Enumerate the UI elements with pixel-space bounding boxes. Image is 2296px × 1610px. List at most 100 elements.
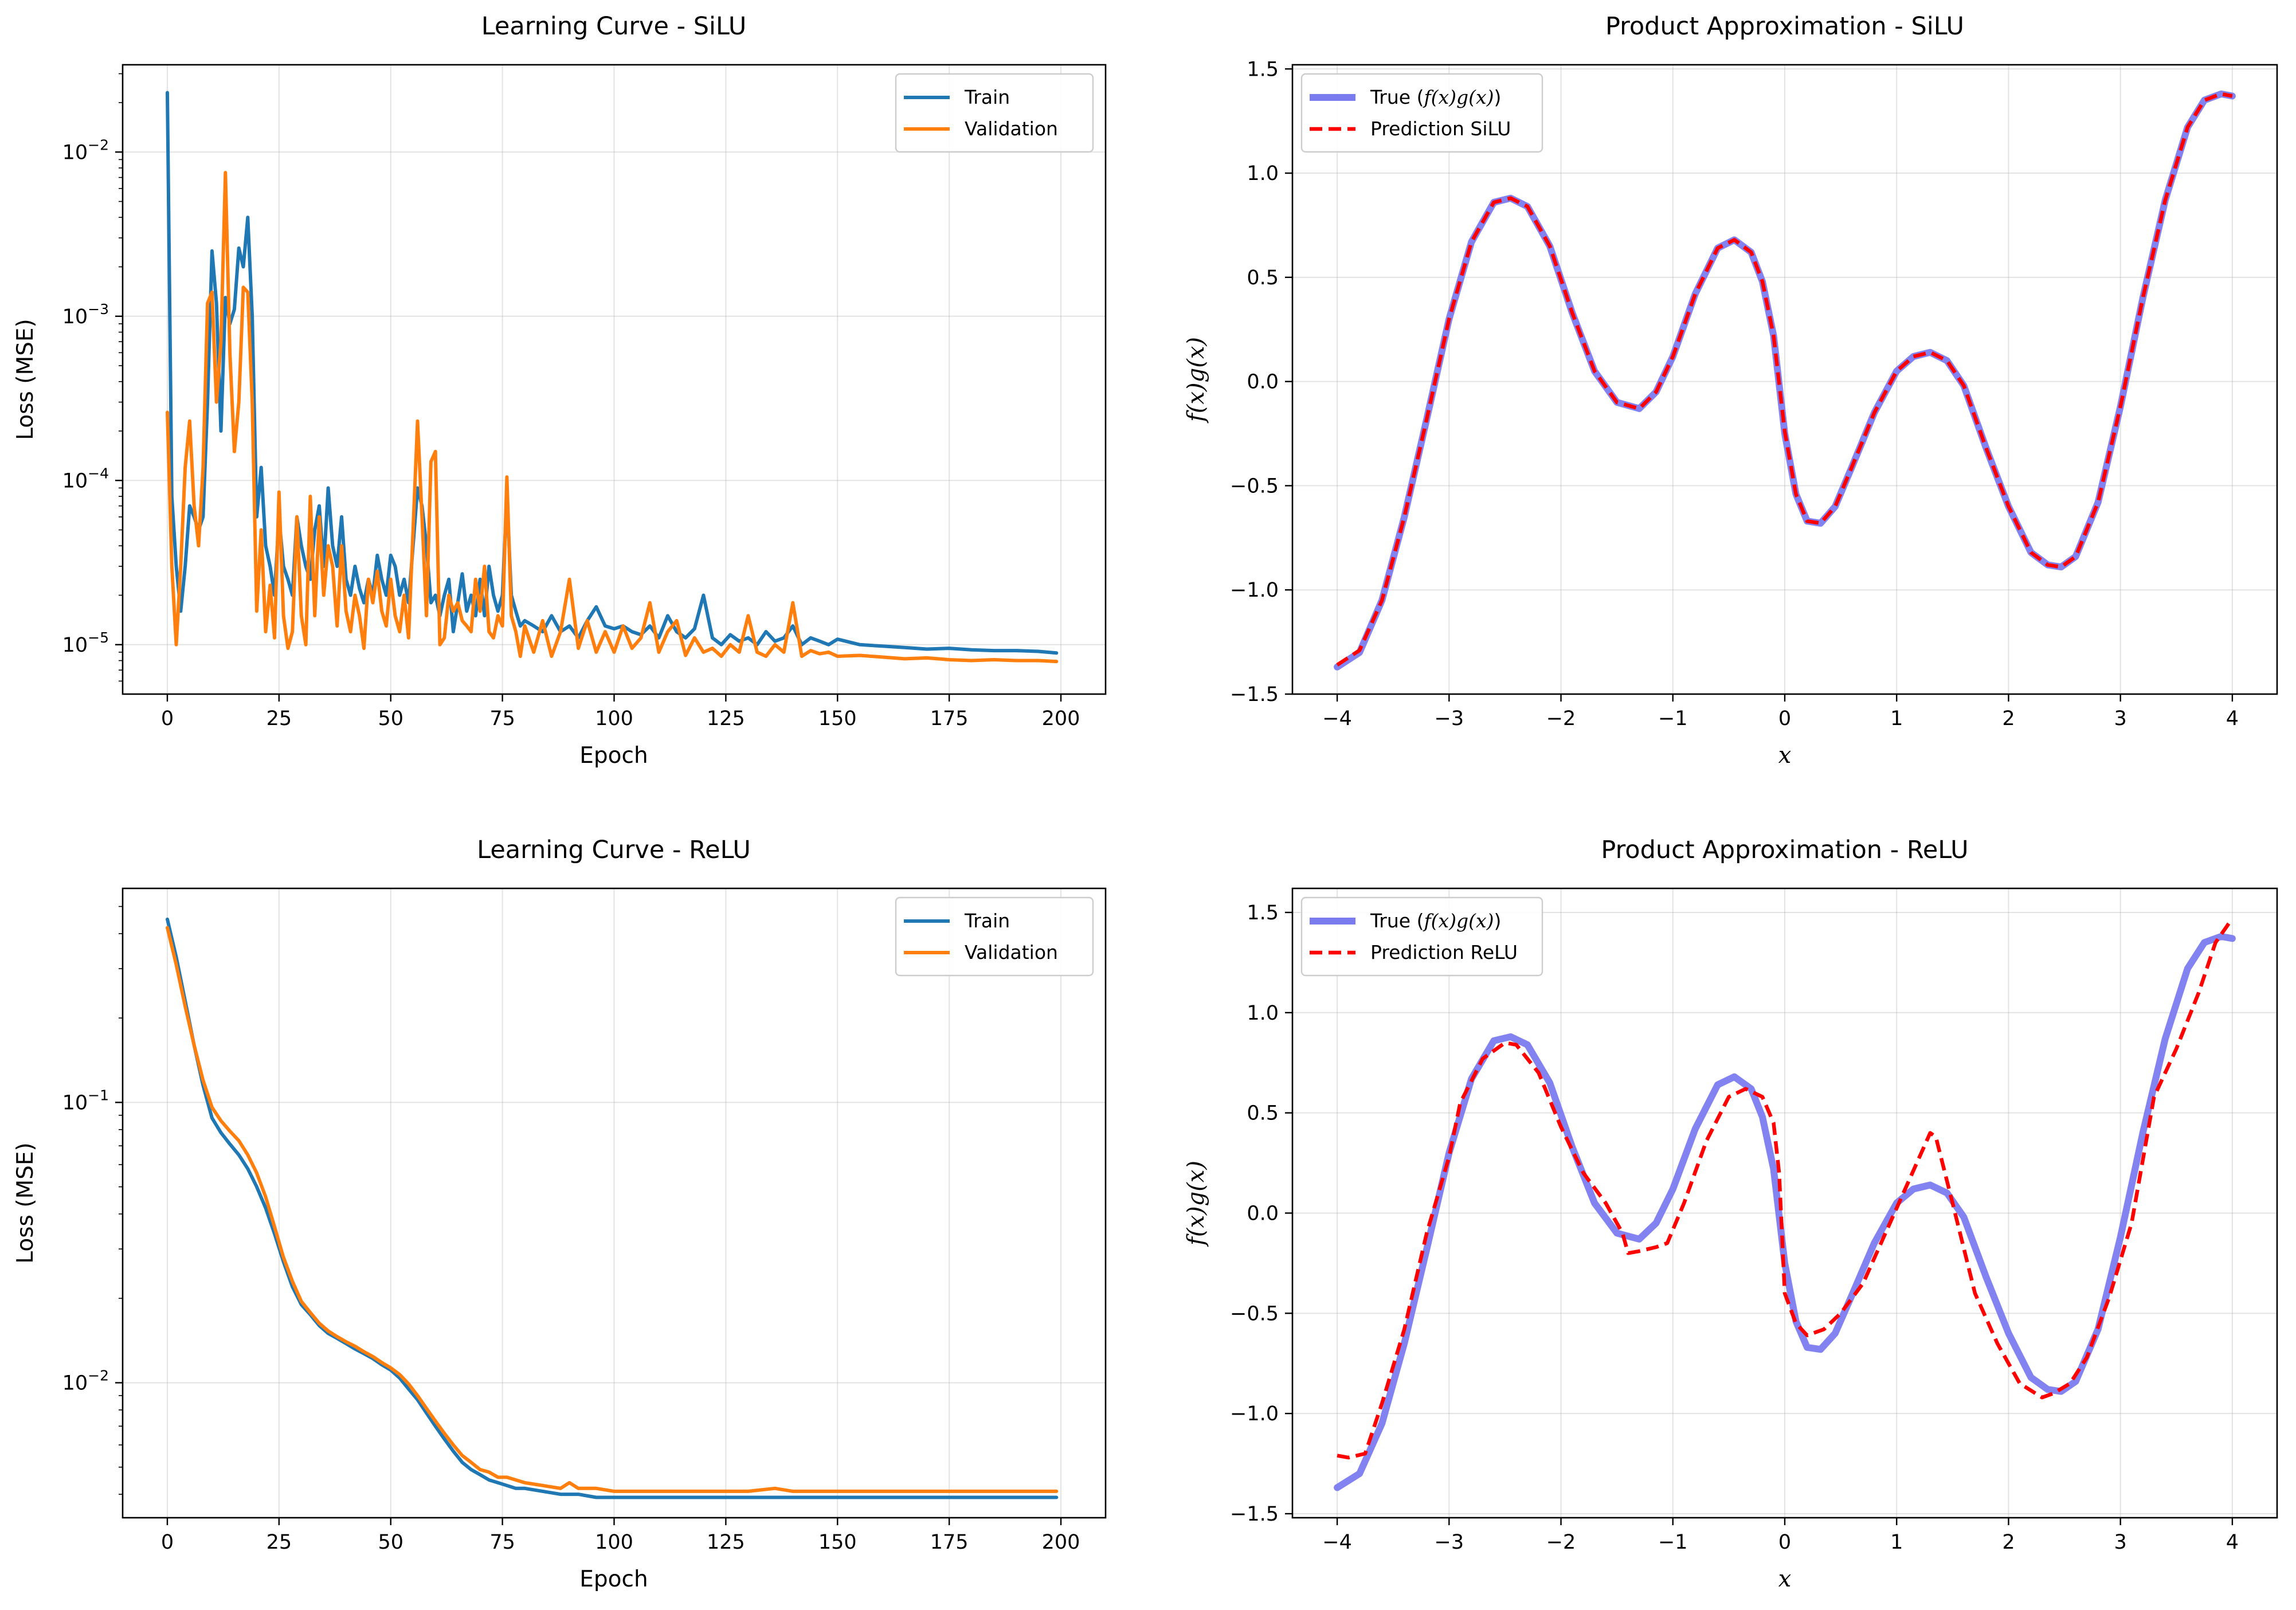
chart-title: Learning Curve - SiLU	[481, 12, 747, 41]
y-tick-label: 0.0	[1247, 371, 1279, 394]
x-tick-label: 2	[2002, 1531, 2015, 1554]
y-tick-label: 1.0	[1247, 162, 1279, 185]
x-tick-label: −3	[1435, 707, 1464, 730]
legend-box	[1300, 73, 1543, 153]
y-tick-label: 10−4	[62, 465, 109, 492]
y-tick-label: −0.5	[1230, 475, 1279, 498]
legend-label: Prediction SiLU	[1370, 117, 1511, 140]
x-tick-label: 200	[1042, 707, 1080, 730]
x-tick-label: 1	[1890, 707, 1903, 730]
y-axis-label: Loss (MSE)	[13, 319, 38, 440]
x-tick-label: 50	[378, 707, 403, 730]
series-line-prediction-silu	[1336, 92, 2233, 667]
x-tick-label: −1	[1658, 707, 1688, 730]
x-axis-label: Epoch	[579, 743, 648, 769]
y-axis-label: Loss (MSE)	[13, 1142, 38, 1263]
y-tick-label: 10−3	[62, 301, 109, 328]
x-tick-label: 100	[595, 1531, 633, 1554]
ticks: 0 25 50 75 100 125 150 175 200 10−5 10−4 10−3 10−2	[62, 73, 1080, 730]
x-tick-label: −4	[1322, 707, 1352, 730]
legend: Train Validation	[895, 896, 1094, 977]
x-tick-label: 125	[707, 1531, 745, 1554]
y-tick-label: 0.5	[1247, 1102, 1279, 1125]
x-axis-label: x	[1778, 742, 1792, 769]
x-tick-label: 50	[378, 1531, 403, 1554]
legend-box	[895, 896, 1094, 977]
y-tick-label: 0.5	[1247, 267, 1279, 289]
series-line-validation	[166, 171, 1059, 664]
series-line-validation	[166, 926, 1059, 1493]
x-tick-label: 25	[267, 707, 292, 730]
x-tick-label: 150	[818, 1531, 857, 1554]
x-tick-label: 200	[1042, 1531, 1080, 1554]
chart-title: Product Approximation - SiLU	[1605, 12, 1964, 41]
x-tick-label: 0	[1778, 1531, 1791, 1554]
legend-box	[895, 73, 1094, 153]
x-tick-label: −2	[1546, 707, 1576, 730]
legend-label: True (f(x)g(x))	[1370, 910, 1501, 932]
legend-label: Prediction ReLU	[1370, 941, 1518, 963]
legend: True (f(x)g(x)) Prediction SiLU	[1300, 73, 1543, 153]
legend-box	[1300, 896, 1543, 977]
x-tick-label: 175	[930, 1531, 969, 1554]
x-tick-label: 150	[818, 707, 857, 730]
y-tick-label: −1.5	[1230, 683, 1279, 706]
legend-label: Train	[964, 910, 1010, 932]
y-tick-label: 10−2	[62, 1368, 109, 1395]
x-tick-label: 0	[161, 707, 174, 730]
x-tick-label: 125	[707, 707, 745, 730]
x-tick-label: 1	[1890, 1531, 1903, 1554]
x-tick-label: 2	[2002, 707, 2015, 730]
y-tick-label: 1.0	[1247, 1002, 1279, 1025]
x-tick-label: 3	[2114, 1531, 2127, 1554]
ticks: 0 25 50 75 100 125 150 175 200 10−2 10−1	[62, 906, 1080, 1554]
x-axis-label: x	[1778, 1566, 1792, 1592]
panel-learning-curve-silu: 0 25 50 75 100 125 150 175 200 10−5 10−4 10−3 10−2 L…	[13, 12, 1107, 769]
legend-label: Train	[964, 86, 1010, 108]
y-tick-label: 10−2	[62, 136, 109, 164]
x-tick-label: −3	[1435, 1531, 1464, 1554]
y-tick-label: −0.5	[1230, 1302, 1279, 1325]
y-tick-label: 10−5	[62, 629, 109, 657]
x-tick-label: 25	[267, 1531, 292, 1554]
x-tick-label: 100	[595, 707, 633, 730]
x-tick-label: 3	[2114, 707, 2127, 730]
legend-label: Validation	[965, 117, 1058, 140]
y-tick-label: 1.5	[1247, 58, 1279, 81]
x-axis-label: Epoch	[579, 1566, 648, 1592]
y-axis-label: f(x)g(x)	[1183, 1161, 1209, 1247]
legend-label: Validation	[965, 941, 1058, 963]
x-tick-label: 75	[489, 707, 515, 730]
panel-product-approximation-silu: −4 −3 −2 −1 0 1 2 3 4 −1.5 −1.0 −0.5 0.0 0.5 1.0 1.5 Pr…	[1183, 12, 2278, 769]
series-line-train	[166, 917, 1059, 1499]
ticks: −4 −3 −2 −1 0 1 2 3 4 −1.5 −1.0 −0.5 0.0 0.5 1.0 1.5	[1230, 902, 2239, 1554]
panel-product-approximation-relu: −4 −3 −2 −1 0 1 2 3 4 −1.5 −1.0 −0.5 0.0 0.5 1.0 1.5 Pr…	[1183, 836, 2278, 1592]
chart-title: Learning Curve - ReLU	[477, 836, 751, 864]
chart-title: Product Approximation - ReLU	[1601, 836, 1968, 864]
y-tick-label: 1.5	[1247, 902, 1279, 925]
x-tick-label: 75	[489, 1531, 515, 1554]
y-tick-label: −1.0	[1230, 579, 1279, 602]
x-tick-label: 0	[161, 1531, 174, 1554]
legend: True (f(x)g(x)) Prediction ReLU	[1300, 896, 1543, 977]
series-line-prediction-relu	[1337, 917, 2234, 1460]
y-tick-label: 0.0	[1247, 1202, 1279, 1225]
x-tick-label: 175	[930, 707, 969, 730]
x-tick-label: −2	[1546, 1531, 1576, 1554]
legend-label: True (f(x)g(x))	[1370, 86, 1501, 108]
plot-area	[1334, 90, 2236, 671]
y-tick-label: −1.5	[1230, 1503, 1279, 1526]
y-tick-label: −1.0	[1230, 1403, 1279, 1425]
y-axis-label: f(x)g(x)	[1183, 337, 1209, 424]
plot-area	[166, 917, 1059, 1499]
plot-area	[166, 91, 1059, 664]
x-tick-label: −4	[1322, 1531, 1352, 1554]
x-tick-label: 4	[2226, 707, 2239, 730]
grid	[123, 888, 1106, 1518]
legend: Train Validation	[895, 73, 1094, 153]
x-tick-label: −1	[1658, 1531, 1688, 1554]
x-tick-label: 0	[1778, 707, 1791, 730]
plot-area	[1334, 917, 2236, 1491]
x-tick-label: 4	[2226, 1531, 2239, 1554]
